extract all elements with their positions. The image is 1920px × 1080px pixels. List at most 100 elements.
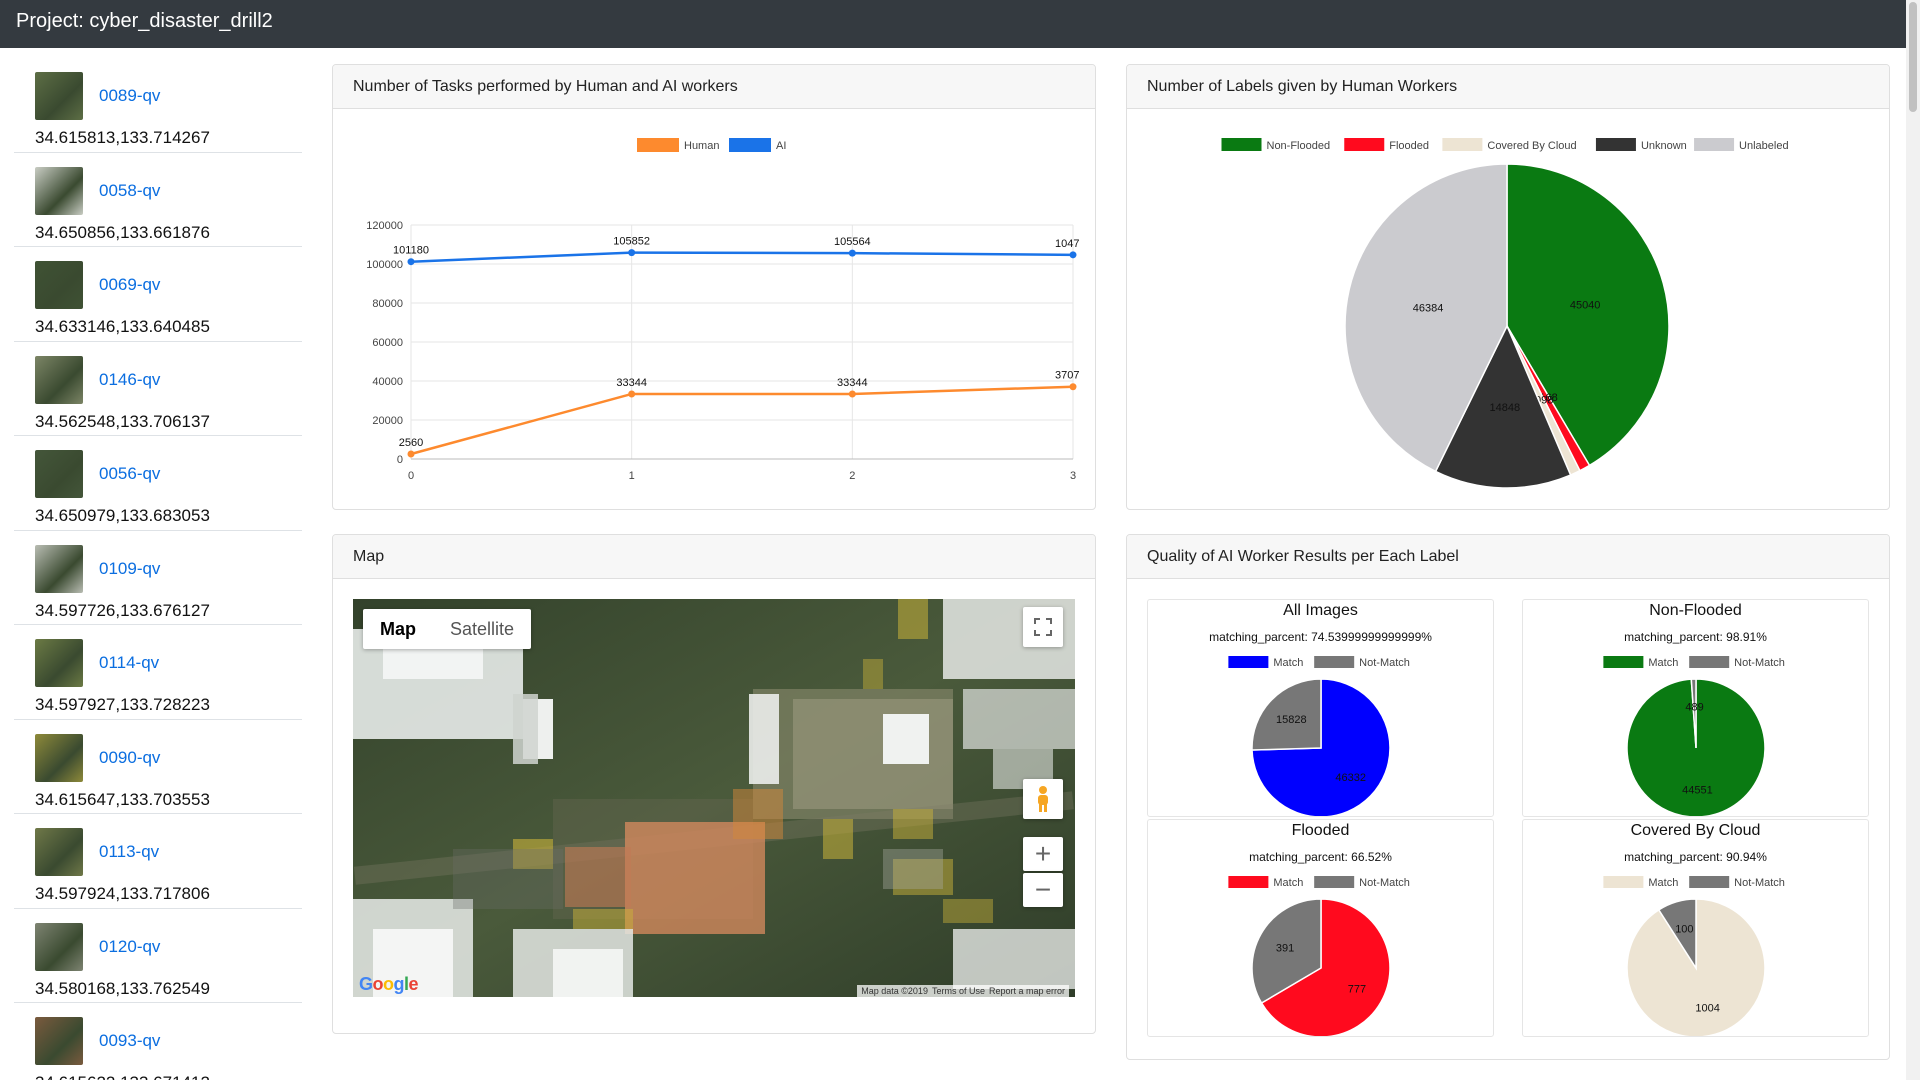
quality-pie-chart: Match Not-Match 777 391 (1228, 876, 1410, 1036)
map-title: Map (333, 535, 1095, 579)
data-label: 105564 (834, 236, 871, 248)
legend-swatch (729, 138, 771, 152)
quality-title: Quality of AI Worker Results per Each La… (1127, 535, 1889, 579)
image-coordinates: 34.633146,133.640485 (35, 317, 210, 336)
satellite-map[interactable]: Map Satellite + − Google Map data ©2019 … (353, 599, 1075, 997)
image-coordinates: 34.650979,133.683053 (35, 506, 210, 525)
map-type-satellite-button[interactable]: Satellite (450, 619, 515, 639)
legend-swatch (1442, 138, 1483, 151)
legend-label: Covered By Cloud (1487, 140, 1576, 152)
image-thumbnail[interactable] (35, 450, 83, 498)
minus-icon: − (1034, 874, 1052, 905)
legend-label: Match (1273, 877, 1303, 889)
image-link[interactable]: 0056-qv (99, 464, 161, 483)
quality-pie-chart: Match Not-Match 46332 15828 (1228, 656, 1410, 816)
legend-swatch (1689, 656, 1730, 668)
image-coordinates: 34.597927,133.728223 (35, 695, 210, 714)
legend-swatch (1694, 138, 1735, 151)
page-scrollbar[interactable] (1906, 0, 1920, 1080)
street-view-button[interactable] (1023, 779, 1063, 819)
data-label: 33344 (616, 377, 647, 389)
image-coordinates: 34.650856,133.661876 (35, 222, 210, 242)
image-coordinates: 34.615622,133.671412 (35, 1073, 210, 1080)
report-map-error-link[interactable]: Report a map error (988, 986, 1065, 996)
image-link[interactable]: 0146-qv (99, 369, 161, 389)
image-list-item: 0069-qv 34.633146,133.640485 (14, 247, 302, 342)
image-thumbnail[interactable] (35, 355, 83, 404)
google-logo: Google (359, 974, 419, 994)
y-tick-label: 60000 (372, 337, 403, 349)
image-link[interactable]: 0089-qv (99, 86, 161, 105)
quality-chart-title: All Images (1283, 602, 1358, 619)
data-point (1069, 251, 1077, 259)
y-tick-label: 40000 (372, 376, 403, 388)
quality-mini-card: Non-Flooded matching_parcent: 98.91% Match… (1522, 599, 1869, 817)
image-thumbnail[interactable] (35, 544, 83, 593)
image-thumbnail[interactable] (35, 639, 83, 687)
slice-label: 45040 (1570, 300, 1601, 312)
legend-label: Match (1648, 657, 1678, 669)
zoom-in-button[interactable]: + (1023, 837, 1063, 871)
quality-chart-title: Non-Flooded (1649, 602, 1742, 619)
scrollbar-thumb[interactable] (1909, 2, 1917, 112)
legend-swatch (1603, 656, 1644, 668)
fullscreen-button[interactable] (1023, 607, 1063, 647)
image-coordinates: 34.615647,133.703553 (35, 789, 210, 809)
data-label: 3707 (1055, 370, 1079, 382)
data-point (1069, 383, 1077, 391)
data-point (407, 450, 415, 458)
y-tick-label: 20000 (372, 415, 403, 427)
quality-chart-title: Flooded (1291, 822, 1350, 839)
legend-swatch (1595, 138, 1636, 151)
series-line (410, 385, 1074, 456)
image-coordinates: 34.597924,133.717806 (35, 884, 210, 903)
satellite-imagery (353, 599, 1075, 997)
legend-swatch (1689, 876, 1730, 888)
image-link[interactable]: 0114-qv (99, 653, 160, 672)
image-thumbnail[interactable] (35, 828, 83, 876)
slice-label: 777 (1348, 984, 1366, 996)
legend-label: AI (776, 140, 786, 152)
map-type-map-button[interactable]: Map (380, 619, 416, 639)
image-thumbnail[interactable] (35, 733, 83, 782)
image-list-sidebar: 0089-qv 34.615813,133.714267 0058-qv 34.650… (14, 58, 302, 1080)
matching-percent: matching_parcent: 98.91% (1624, 630, 1767, 644)
legend-swatch (1228, 876, 1269, 888)
data-point (628, 249, 636, 257)
image-list-item: 0056-qv 34.650979,133.683053 (14, 436, 302, 531)
slice-label: 15828 (1276, 714, 1307, 726)
quality-chart-title: Covered By Cloud (1630, 822, 1761, 839)
legend-label: Unknown (1641, 140, 1687, 152)
image-link[interactable]: 0090-qv (99, 747, 161, 767)
image-coordinates: 34.580168,133.762549 (35, 978, 210, 998)
matching-percent: matching_parcent: 66.52% (1249, 850, 1392, 864)
zoom-out-button[interactable]: − (1023, 873, 1063, 907)
data-label: 1047 (1055, 238, 1079, 250)
image-thumbnail[interactable] (35, 261, 83, 309)
series-line (410, 251, 1074, 263)
data-label: 33344 (837, 377, 868, 389)
image-thumbnail[interactable] (35, 166, 83, 215)
image-thumbnail[interactable] (35, 72, 83, 120)
legend-label: Not-Match (1734, 657, 1785, 669)
terms-of-use-link[interactable]: Terms of Use (931, 986, 985, 996)
image-link[interactable]: 0093-qv (99, 1031, 161, 1050)
legend-label: Not-Match (1359, 657, 1410, 669)
y-tick-label: 0 (397, 454, 403, 466)
image-link[interactable]: 0058-qv (99, 180, 161, 200)
image-list-item: 0089-qv 34.615813,133.714267 (14, 58, 302, 153)
matching-percent: matching_parcent: 90.94% (1624, 850, 1767, 864)
x-tick-label: 0 (408, 470, 414, 482)
legend-label: Not-Match (1734, 877, 1785, 889)
image-list-item: 0120-qv 34.580168,133.762549 (14, 909, 302, 1003)
data-label: 101180 (393, 245, 429, 257)
x-tick-label: 3 (1070, 470, 1076, 482)
image-link[interactable]: 0109-qv (99, 558, 161, 578)
image-thumbnail[interactable] (35, 1017, 83, 1065)
image-list-item: 0146-qv 34.562548,133.706137 (14, 342, 302, 436)
image-link[interactable]: 0069-qv (99, 275, 161, 294)
image-thumbnail[interactable] (35, 922, 83, 971)
image-link[interactable]: 0113-qv (99, 842, 160, 861)
image-link[interactable]: 0120-qv (99, 936, 161, 956)
map-footer: Map data ©2019 Terms of Use Report a map… (857, 985, 1069, 997)
